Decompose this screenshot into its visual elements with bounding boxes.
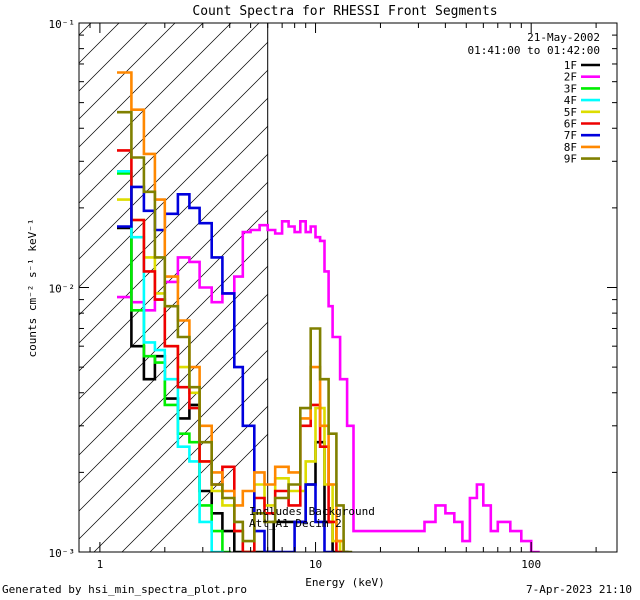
footer-generator-note: Generated by hsi_min_spectra_plot.pro xyxy=(2,583,248,596)
time-range-annotation: 01:41:00 to 01:42:00 xyxy=(468,44,600,57)
legend-label-3F: 3F xyxy=(564,82,577,95)
hatch-line xyxy=(93,378,268,552)
chart-title: Count Spectra for RHESSI Front Segments xyxy=(192,4,497,19)
legend-label-9F: 9F xyxy=(564,153,577,166)
hatch-line xyxy=(121,406,268,552)
y-tick-label: 10⁻² xyxy=(49,283,76,296)
axes: 1 10 100 10⁻³ 10⁻² 10⁻¹ xyxy=(49,18,617,571)
hatch-line xyxy=(79,23,204,148)
hatch-line xyxy=(79,126,268,316)
hatch-line xyxy=(79,350,268,540)
x-axis-label: Energy (keV) xyxy=(305,576,384,589)
hatch-line xyxy=(79,238,268,428)
legend-label-2F: 2F xyxy=(564,71,577,84)
date-annotation: 21-May-2002 xyxy=(527,31,600,44)
y-axis-label: counts cm⁻² s⁻¹ keV⁻¹ xyxy=(26,218,39,357)
hatch-line xyxy=(79,23,260,204)
legend-label-1F: 1F xyxy=(564,59,577,72)
hatch-line xyxy=(79,154,268,344)
hatch-line xyxy=(79,266,268,456)
legend-label-5F: 5F xyxy=(564,106,577,119)
hatch-line xyxy=(79,98,268,288)
hatch-line xyxy=(79,42,268,232)
footer-timestamp: 7-Apr-2023 21:10 xyxy=(526,583,632,596)
hatch-line xyxy=(79,322,268,512)
y-tick-label: 10⁻³ xyxy=(49,547,76,560)
series-layer xyxy=(117,71,540,552)
hatch-line xyxy=(79,210,268,400)
background-note: Includes Background xyxy=(249,505,375,518)
series-2F-line xyxy=(117,220,540,552)
legend-label-4F: 4F xyxy=(564,94,577,107)
series-9F-line xyxy=(117,110,353,552)
hatch-line xyxy=(79,23,120,64)
x-tick-label: 1 xyxy=(97,558,104,571)
legend-label-8F: 8F xyxy=(564,141,577,154)
legend-label-6F: 6F xyxy=(564,118,577,131)
x-tick-label: 10 xyxy=(309,558,322,571)
hatch-line xyxy=(79,294,268,484)
y-tick-label: 10⁻¹ xyxy=(49,18,76,31)
attenuator-note: Att_A1 Decim 2 xyxy=(249,517,342,530)
plot-frame xyxy=(78,22,618,553)
hatch-line xyxy=(79,23,176,120)
legend-label-7F: 7F xyxy=(564,129,577,142)
x-tick-label: 100 xyxy=(521,558,541,571)
background-hatch-region xyxy=(79,23,269,552)
hatch-line xyxy=(79,23,148,92)
hatch-line xyxy=(79,23,232,176)
hatch-line xyxy=(79,70,268,260)
hatch-line xyxy=(149,434,268,552)
